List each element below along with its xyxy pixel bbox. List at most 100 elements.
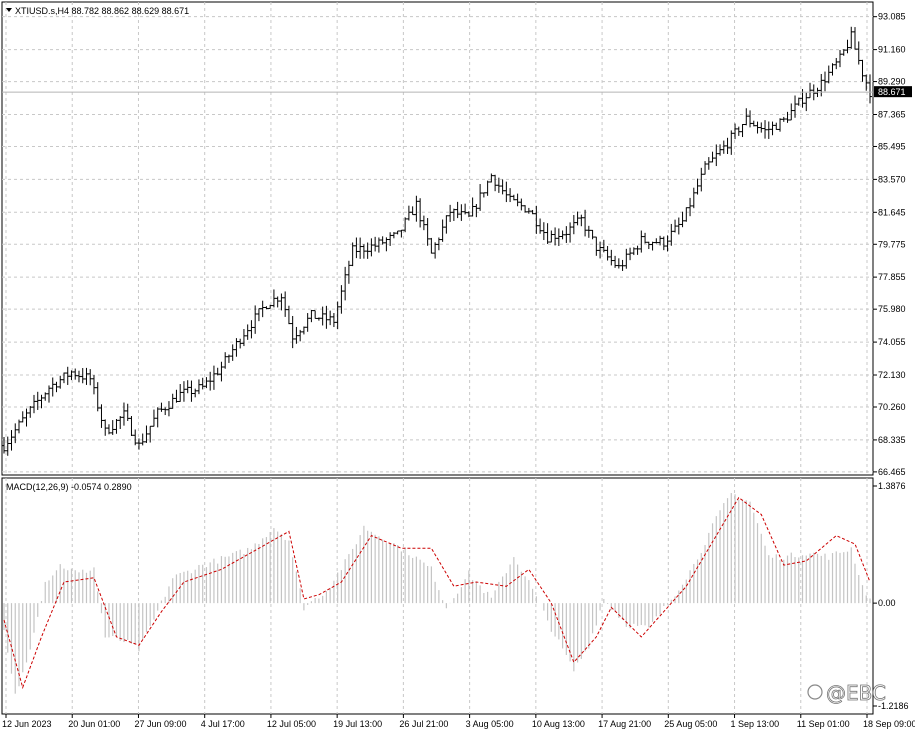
macd-axis: 1.3876 0.00 -1.2186 [873,481,909,711]
price-bar [620,259,625,271]
price-bar [590,229,595,240]
price-bar [20,411,25,423]
price-bar [864,74,869,91]
price-bar [635,245,640,255]
macd-title: MACD(12,26,9) -0.0574 0.2890 [6,482,132,492]
price-bar [478,184,483,211]
price-bar [598,241,603,259]
price-bar [830,63,835,76]
price-bar [474,204,479,218]
price-bar [28,405,33,418]
price-grid [2,2,873,475]
price-bar [688,197,693,217]
price-bar [665,235,670,252]
price-bar [418,198,423,228]
price-bar [733,123,738,140]
price-bar [208,371,213,391]
price-tick-label: 85.495 [878,141,906,151]
price-bar [515,193,520,207]
price-bar [451,208,456,221]
price-bar [628,247,633,261]
price-bar [834,57,839,70]
price-bar [669,223,674,246]
price-bar [369,238,374,257]
price-bar [534,205,539,234]
price-bar [676,217,681,235]
logo-text: @EBC [826,681,886,705]
price-bar [215,367,220,376]
price-bar [136,438,141,450]
price-pane[interactable]: 93.085 91.160 89.290 87.365 85.495 83.570 81.6… [1,1,912,477]
price-bar [46,385,51,403]
macd-signal-line [3,496,871,690]
price-bar [853,27,858,50]
time-tick-label: 1 Sep 13:00 [731,719,780,729]
price-bar [148,425,153,443]
price-bar [159,402,164,412]
price-bar [43,392,48,401]
price-bar [290,315,295,349]
price-bar [455,201,460,219]
price-bar [504,181,509,203]
price-bar [234,338,239,357]
price-bar [526,207,531,214]
price-bar [673,219,678,233]
price-tick-label: 72.130 [878,370,906,380]
price-bar [496,177,501,193]
price-bar [58,375,63,389]
price-bar [324,305,329,329]
price-bar [65,366,70,385]
price-bar [624,248,629,269]
collapse-arrow-icon[interactable] [6,8,12,12]
price-bar [50,377,55,397]
price-bar [54,381,59,393]
price-bar [271,289,276,308]
macd-pane[interactable]: 1.3876 0.00 -1.2186 MACD(12,26,9) -0.0574 … [1,477,909,715]
price-bar [463,203,468,215]
price-bar [560,230,565,240]
price-bar [268,304,273,309]
price-bar [826,65,831,84]
price-bar [511,194,516,201]
price-bar [823,71,828,92]
price-bar [575,211,580,226]
price-bar [196,379,201,395]
price-bar [481,192,486,198]
price-bar [384,237,389,252]
price-bar [646,241,651,250]
price-bar [350,242,355,267]
price-tick-label: 74.055 [878,337,906,347]
price-tick-label: 93.085 [878,12,906,22]
price-bar [433,242,438,259]
time-tick-label: 19 Jul 13:00 [333,719,382,729]
price-bar [421,215,426,231]
price-tick-label: 79.775 [878,239,906,249]
price-bar [500,179,505,195]
price-bar [549,230,554,243]
price-bar [639,230,644,253]
price-bar [744,108,749,126]
price-bar [335,301,340,330]
price-bar [568,222,573,243]
price-bar [256,308,261,322]
price-bar [395,230,400,235]
time-axis: 12 Jun 2023 20 Jun 01:00 27 Jun 09:00 4 Jul… [2,714,915,729]
price-bar [661,236,666,251]
price-bar [95,382,100,412]
price-bar [346,260,351,284]
price-bar [114,418,119,434]
price-bar [361,244,366,259]
price-bar [163,407,168,416]
price-bar [414,195,419,222]
price-bar [729,130,734,155]
price-bar [88,369,93,386]
price-bar [470,197,475,217]
price-bar [125,403,130,421]
price-bar [736,126,741,136]
price-bar [759,122,764,133]
price-bar [219,361,224,382]
price-bar [69,370,74,381]
chart-title: XTIUSD.s,H4 88.782 88.862 88.629 88.671 [15,6,189,16]
price-bar [16,419,21,434]
price-tick-label: 87.365 [878,109,906,119]
